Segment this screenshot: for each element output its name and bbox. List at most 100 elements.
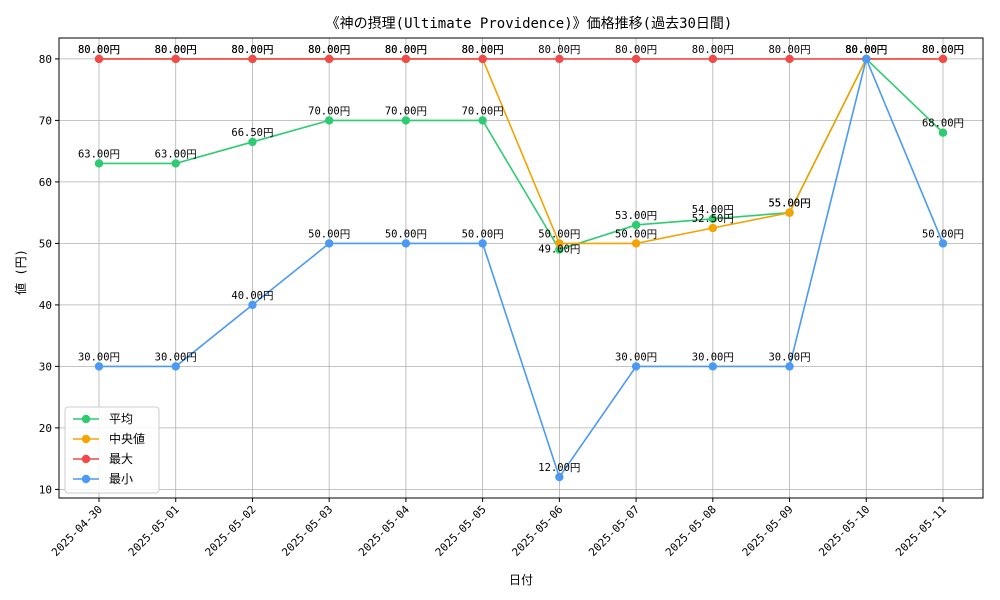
legend-label: 最大: [109, 452, 133, 466]
data-label: 50.00円: [385, 228, 427, 240]
data-label: 80.00円: [768, 44, 810, 56]
data-label: 80.00円: [845, 44, 887, 56]
data-label: 80.00円: [155, 44, 197, 56]
data-point: [708, 214, 718, 224]
data-label: 80.00円: [692, 44, 734, 56]
data-point: [94, 54, 104, 64]
data-label: 80.00円: [78, 44, 120, 56]
data-label: 50.00円: [538, 228, 580, 240]
x-axis-label: 日付: [509, 573, 533, 587]
y-tick-label: 30: [39, 360, 52, 373]
data-label: 55.00円: [768, 198, 810, 210]
data-point: [248, 54, 257, 64]
data-point: [324, 239, 334, 248]
data-label: 30.00円: [692, 351, 734, 363]
data-label: 80.00円: [231, 44, 273, 56]
data-point: [94, 159, 104, 168]
data-label: 30.00円: [768, 351, 810, 363]
data-label: 80.00円: [845, 44, 887, 56]
data-point: [478, 239, 487, 248]
data-label: 80.00円: [308, 44, 350, 56]
data-label: 80.00円: [462, 44, 504, 56]
plot-frame: [58, 37, 984, 499]
data-point: [401, 54, 411, 64]
data-label: 80.00円: [231, 44, 273, 56]
y-tick-label: 20: [39, 422, 52, 435]
data-point: [555, 472, 564, 482]
data-label: 55.00円: [768, 198, 810, 210]
data-label: 70.00円: [462, 105, 504, 117]
data-label: 80.00円: [78, 44, 120, 56]
legend-marker: [81, 474, 91, 484]
data-label: 68.00円: [922, 118, 964, 130]
y-tick-label: 50: [39, 237, 52, 250]
y-axis-label: 値 (円): [13, 249, 28, 295]
data-label-layer: 63.00円 63.00円 66.50円 70.00円 70.00円 70.00円 49.0…: [78, 44, 964, 474]
legend-box: [64, 406, 160, 494]
data-point: [555, 239, 564, 248]
data-label: 80.00円: [385, 44, 427, 56]
data-label: 80.00円: [922, 44, 964, 56]
data-point: [785, 208, 794, 217]
data-point: [785, 362, 794, 371]
legend-marker: [81, 434, 91, 444]
data-point: [324, 116, 334, 125]
data-point: [248, 300, 257, 310]
data-label: 80.00円: [308, 44, 350, 56]
data-point: [708, 54, 718, 64]
data-label: 80.00円: [845, 44, 887, 56]
data-point: [478, 54, 487, 64]
data-point: [171, 362, 180, 371]
data-label: 80.00円: [922, 44, 964, 56]
data-label: 30.00円: [78, 351, 120, 363]
data-point: [171, 54, 180, 64]
y-tick-label: 80: [39, 53, 52, 66]
data-point: [708, 362, 718, 371]
data-label: 50.00円: [462, 228, 504, 240]
data-point: [248, 137, 257, 147]
data-label: 80.00円: [538, 44, 580, 56]
legend-label: 中央値: [109, 431, 145, 446]
y-tick-label: 60: [39, 176, 52, 189]
data-point: [862, 54, 871, 64]
data-point: [94, 362, 104, 371]
data-point: [631, 362, 641, 371]
series-layer: [94, 54, 948, 482]
data-point: [631, 220, 641, 230]
data-point: [938, 128, 948, 137]
data-label: 70.00円: [308, 105, 350, 117]
data-label: 80.00円: [615, 44, 657, 56]
y-tick-label: 40: [39, 299, 52, 312]
data-label: 66.50円: [231, 127, 273, 139]
data-point: [631, 54, 641, 64]
data-point: [171, 159, 180, 168]
legend-label: 最小: [109, 472, 133, 486]
data-point: [401, 116, 411, 125]
series-line-最小: [99, 56, 944, 479]
data-label: 80.00円: [385, 44, 427, 56]
legend-marker: [81, 414, 91, 424]
y-tick-label: 10: [39, 483, 52, 496]
legend-marker: [81, 454, 91, 464]
data-point: [401, 239, 411, 248]
data-label: 50.00円: [615, 228, 657, 240]
data-point: [938, 54, 948, 64]
data-label: 52.50円: [692, 213, 734, 225]
data-label: 80.00円: [845, 44, 887, 56]
data-label: 70.00円: [385, 105, 427, 117]
data-point: [324, 54, 334, 64]
data-label: 30.00円: [615, 351, 657, 363]
data-label: 50.00円: [308, 228, 350, 240]
data-label: 40.00円: [231, 290, 273, 302]
chart-title: 《神の摂理(Ultimate Providence)》価格推移(過去30日間): [326, 16, 733, 32]
y-tick-label: 70: [39, 114, 52, 127]
data-label: 50.00円: [922, 228, 964, 240]
data-label: 80.00円: [462, 44, 504, 56]
data-label: 30.00円: [155, 351, 197, 363]
data-label: 49.00円: [538, 244, 580, 256]
data-label: 12.00円: [538, 462, 580, 474]
data-point: [938, 239, 948, 248]
legend-label: 平均: [109, 412, 133, 426]
data-point: [785, 54, 794, 64]
